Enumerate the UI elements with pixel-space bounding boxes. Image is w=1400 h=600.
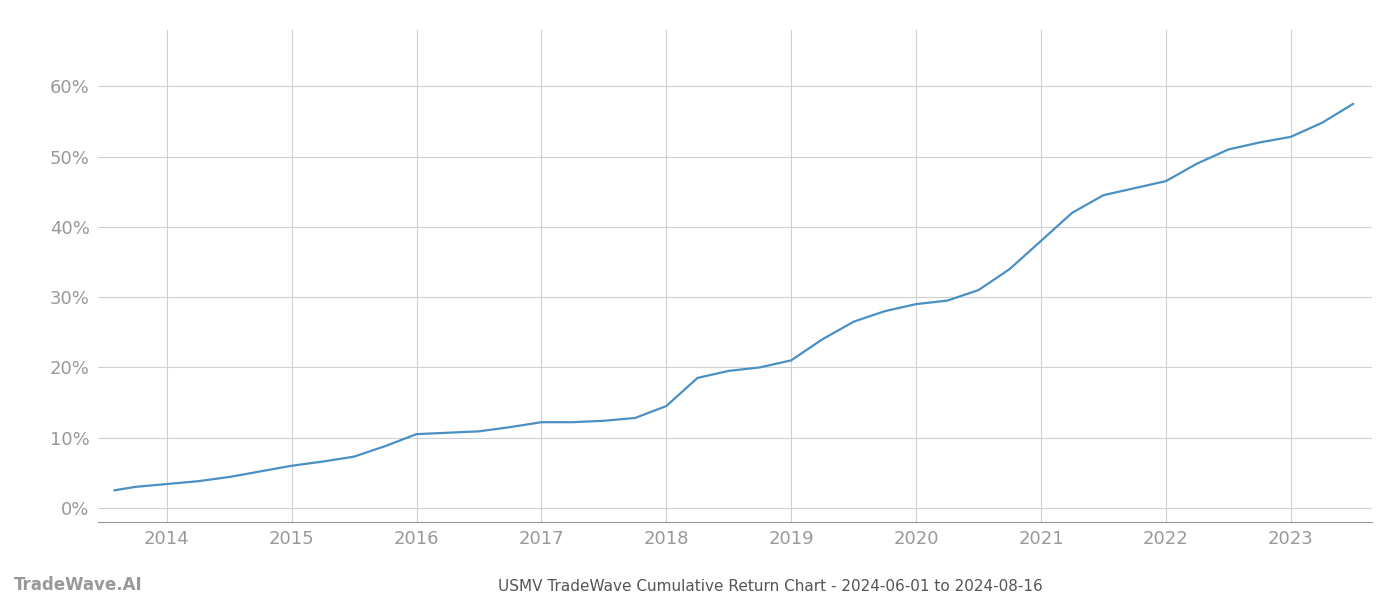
Text: USMV TradeWave Cumulative Return Chart - 2024-06-01 to 2024-08-16: USMV TradeWave Cumulative Return Chart -… xyxy=(497,579,1043,594)
Text: TradeWave.AI: TradeWave.AI xyxy=(14,576,143,594)
